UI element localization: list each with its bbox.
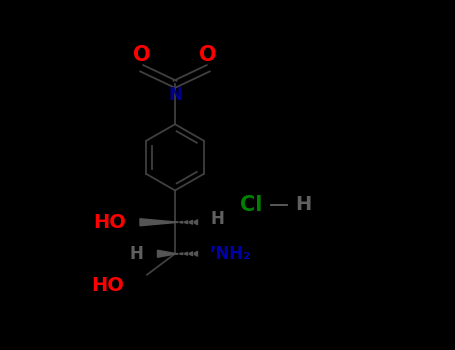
Text: ’NH₂: ’NH₂ (210, 245, 251, 263)
Text: H: H (296, 195, 312, 214)
Polygon shape (175, 253, 178, 254)
Polygon shape (190, 220, 192, 224)
Text: H: H (210, 210, 224, 228)
Text: H: H (130, 245, 143, 263)
Polygon shape (190, 252, 192, 256)
Text: Cl: Cl (240, 195, 263, 215)
Text: HO: HO (93, 213, 126, 232)
Polygon shape (195, 251, 197, 256)
Polygon shape (175, 222, 178, 223)
Text: O: O (133, 45, 151, 65)
Text: N: N (168, 86, 182, 104)
Polygon shape (195, 220, 197, 225)
Polygon shape (180, 253, 183, 254)
Polygon shape (185, 252, 188, 255)
Polygon shape (140, 219, 175, 226)
Polygon shape (185, 221, 188, 224)
Polygon shape (180, 222, 183, 223)
Polygon shape (157, 250, 175, 257)
Text: HO: HO (91, 276, 124, 295)
Text: O: O (199, 45, 217, 65)
